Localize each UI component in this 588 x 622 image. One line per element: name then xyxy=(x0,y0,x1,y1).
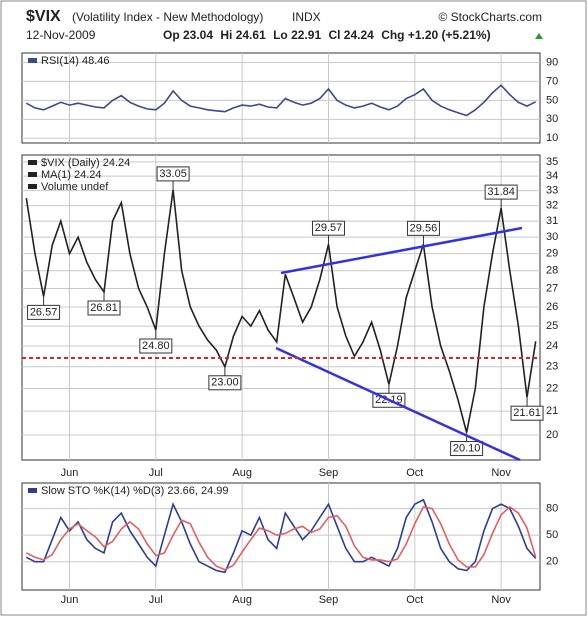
y-tick-label: 23 xyxy=(546,361,558,373)
y-tick-label: 21 xyxy=(546,405,558,417)
x-tick-label: Sep xyxy=(319,594,339,606)
y-tick-label: 10 xyxy=(546,132,558,144)
quote-change: Chg +1.20 (+5.21%) xyxy=(381,28,490,42)
value-label: 29.56 xyxy=(410,222,438,234)
y-tick-label: 32 xyxy=(546,200,558,212)
label-box xyxy=(406,220,440,236)
security-name: (Volatility Index - New Methodology) xyxy=(72,10,263,24)
value-label: 26.57 xyxy=(30,306,58,318)
y-tick-label: 90 xyxy=(546,56,558,68)
up-arrow xyxy=(535,33,543,39)
label-box xyxy=(139,338,173,354)
value-label: 21.61 xyxy=(513,407,541,419)
value-label: 29.57 xyxy=(315,222,343,234)
y-tick-label: 80 xyxy=(546,503,558,515)
x-tick-label: Jun xyxy=(61,594,79,606)
quote-open: Op 23.04 xyxy=(163,28,213,42)
series-line xyxy=(25,498,537,574)
y-tick-label: 27 xyxy=(546,282,558,294)
legend-swatch xyxy=(28,172,37,177)
quote-close: Cl 24.24 xyxy=(328,28,374,42)
panel xyxy=(21,52,541,144)
quote-high: Hi 24.61 xyxy=(220,28,266,42)
legend-label: Slow STO %K(14) %D(3) 23.66, 24.99 xyxy=(41,485,229,497)
symbol: $VIX xyxy=(26,8,61,25)
x-tick-label: Nov xyxy=(491,467,511,479)
y-tick-label: 20 xyxy=(546,556,558,568)
y-tick-label: 29 xyxy=(546,248,558,260)
label-box xyxy=(87,300,121,316)
label-box xyxy=(311,220,345,236)
x-tick-label: Oct xyxy=(406,467,423,479)
value-label: 23.00 xyxy=(211,377,239,389)
y-tick-label: 22 xyxy=(546,382,558,394)
legend-label: Volume undef xyxy=(41,181,109,193)
y-tick-label: 31 xyxy=(546,215,558,227)
y-tick-label: 35 xyxy=(546,156,558,168)
x-tick-label: Sep xyxy=(319,467,339,479)
label-box xyxy=(450,441,484,457)
value-label: 31.84 xyxy=(487,186,515,198)
value-label: 33.05 xyxy=(159,168,187,180)
label-box xyxy=(510,405,544,421)
y-tick-label: 26 xyxy=(546,301,558,313)
x-tick-label: Jun xyxy=(61,467,79,479)
legend-label: RSI(14) 48.46 xyxy=(41,55,109,67)
x-tick-label: Jul xyxy=(149,467,163,479)
trendline-lower xyxy=(275,346,521,462)
y-tick-label: 50 xyxy=(546,529,558,541)
panel xyxy=(21,482,541,591)
x-tick-label: Oct xyxy=(406,594,423,606)
quote: Op 23.04 Hi 24.61 Lo 22.91 Cl 24.24 Chg … xyxy=(163,28,491,42)
label-box xyxy=(208,375,242,391)
value-label: 24.80 xyxy=(142,340,170,352)
y-tick-label: 24 xyxy=(546,340,558,352)
x-tick-label: Aug xyxy=(232,467,252,479)
legend-swatch xyxy=(28,160,37,165)
y-tick-label: 50 xyxy=(546,94,558,106)
x-tick-label: Aug xyxy=(232,594,252,606)
label-box xyxy=(484,184,518,200)
series-line xyxy=(25,189,537,433)
label-box xyxy=(27,304,61,320)
y-tick-label: 30 xyxy=(546,113,558,125)
x-tick-label: Jul xyxy=(149,594,163,606)
legend-swatch xyxy=(28,184,37,189)
y-tick-label: 30 xyxy=(546,231,558,243)
exchange: INDX xyxy=(292,10,321,24)
legend-swatch xyxy=(28,58,37,63)
y-tick-label: 70 xyxy=(546,75,558,87)
y-tick-label: 28 xyxy=(546,265,558,277)
series-line xyxy=(25,505,537,571)
value-label: 20.10 xyxy=(453,442,481,454)
legend-swatch xyxy=(28,488,37,493)
y-tick-label: 25 xyxy=(546,320,558,332)
y-tick-label: 20 xyxy=(546,429,558,441)
y-tick-label: 34 xyxy=(546,170,558,182)
date: 12-Nov-2009 xyxy=(26,28,96,42)
copyright: © StockCharts.com xyxy=(438,10,542,24)
panels: 10 30 50 70 90 RSI(14) 48.46 20 21 22 23 24 25 26 27 2… xyxy=(21,52,558,606)
x-tick-label: Nov xyxy=(491,594,511,606)
label-box xyxy=(156,166,190,182)
legend-label: $VIX (Daily) 24.24 xyxy=(41,157,130,169)
value-label: 26.81 xyxy=(90,302,118,314)
y-tick-label: 33 xyxy=(546,185,558,197)
legend-label: MA(1) 24.24 xyxy=(41,169,102,181)
series-line xyxy=(25,84,537,117)
trendline-upper xyxy=(280,226,523,275)
quote-low: Lo 22.91 xyxy=(273,28,321,42)
